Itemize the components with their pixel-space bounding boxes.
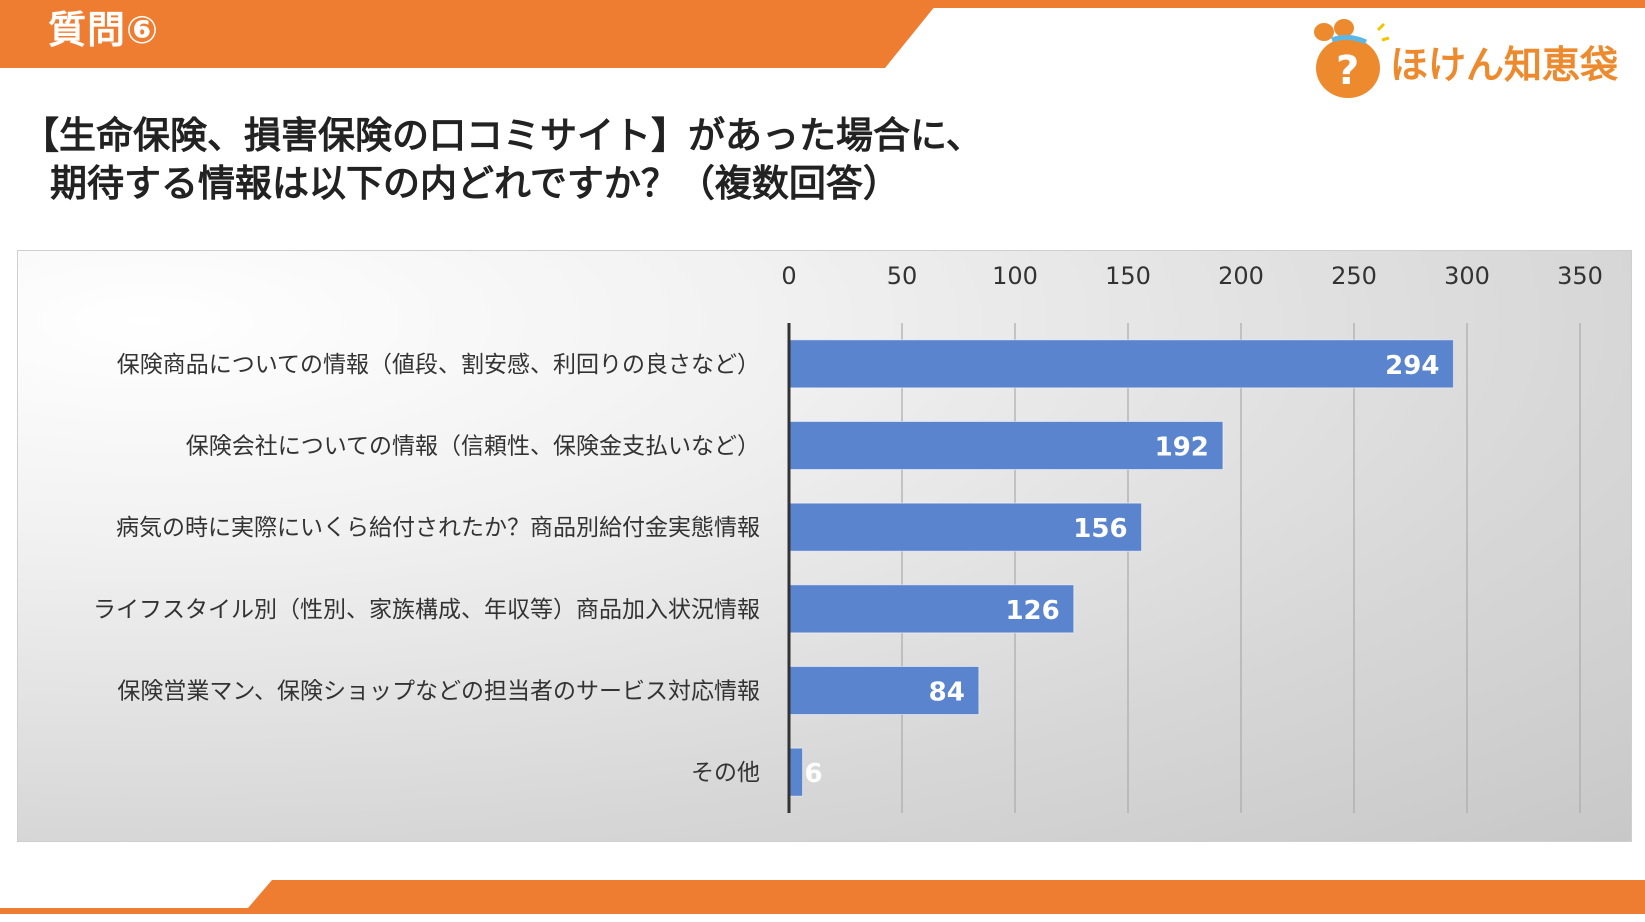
bar — [788, 502, 1143, 552]
brand-logo: ? ほけん知恵袋 — [1310, 16, 1630, 100]
category-label: 病気の時に実際にいくら給付されたか？商品別給付金実態情報 — [116, 515, 760, 541]
x-tick-label: 0 — [781, 262, 796, 290]
data-label: 126 — [1005, 596, 1059, 626]
header-tab — [0, 0, 940, 68]
header-banner — [0, 0, 1645, 68]
x-tick-label: 150 — [1105, 262, 1151, 290]
bar — [788, 666, 980, 715]
category-label: 保険営業マン、保険ショップなどの担当者のサービス対応情報 — [117, 679, 760, 705]
category-label: 保険商品についての情報（値段、割安感、利回りの良さなど） — [117, 352, 760, 378]
x-tick-label: 300 — [1444, 262, 1490, 290]
question-line-1: 【生命保険、損害保険の口コミサイト】があった場合に、 — [22, 114, 983, 157]
data-label: 294 — [1385, 351, 1439, 381]
question-title: 【生命保険、損害保険の口コミサイト】があった場合に、 期待する情報は以下の内どれ… — [22, 112, 1122, 208]
footer-tab — [248, 880, 1645, 908]
x-tick-label: 50 — [887, 262, 918, 290]
bar-chart: 0 50 100 150 200 250 300 350 294 保険商品についての情報（値段、割… — [93, 262, 1603, 813]
bar — [788, 421, 1224, 470]
data-label: 6 — [805, 759, 823, 789]
chart-panel: 0 50 100 150 200 250 300 350 294 保険商品についての情報（値段、割… — [17, 250, 1632, 842]
category-label: その他 — [691, 760, 760, 786]
data-label: 84 — [929, 678, 965, 708]
header-label: 質問⑥ — [48, 8, 160, 52]
bar — [788, 584, 1075, 634]
data-label: 192 — [1155, 433, 1209, 463]
question-bag-icon: ? — [1314, 19, 1390, 98]
question-line-2: 期待する情報は以下の内どれですか？（複数回答） — [50, 162, 900, 205]
category-label: 保険会社についての情報（信頼性、保険金支払いなど） — [186, 434, 760, 460]
bar — [788, 339, 1454, 389]
x-tick-label: 350 — [1557, 262, 1603, 290]
category-label: ライフスタイル別（性別、家族構成、年収等）商品加入状況情報 — [93, 597, 760, 623]
x-tick-label: 200 — [1218, 262, 1264, 290]
svg-text:?: ? — [1336, 48, 1359, 94]
bar — [788, 747, 804, 797]
x-tick-label: 100 — [992, 262, 1038, 290]
footer-band — [0, 880, 1645, 914]
footer-thin-line — [0, 908, 1645, 914]
x-tick-label: 250 — [1331, 262, 1377, 290]
data-label: 156 — [1073, 514, 1127, 544]
brand-logo-text: ほけん知恵袋 — [1390, 43, 1619, 87]
